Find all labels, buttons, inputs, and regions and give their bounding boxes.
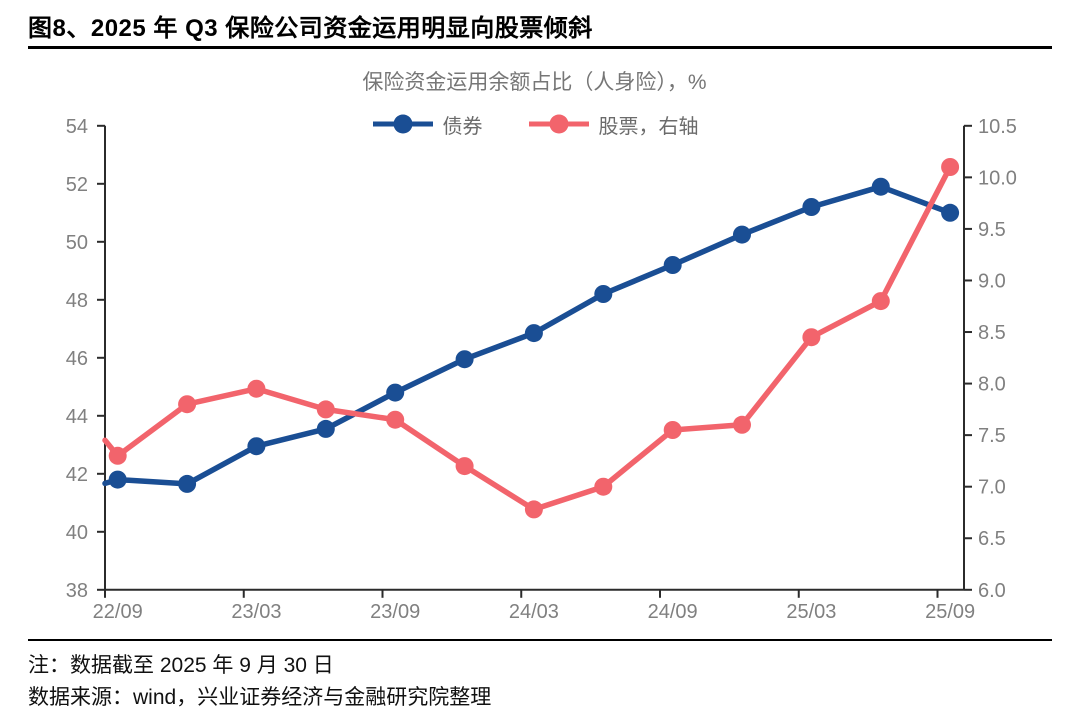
note-text: 注：数据截至 2025 年 9 月 30 日 xyxy=(28,654,334,677)
series-line-0 xyxy=(102,183,953,487)
right-axis-label: 9.0 xyxy=(978,270,1006,292)
series-marker-1 xyxy=(871,292,890,311)
right-axis-label: 8.5 xyxy=(978,322,1006,344)
series-marker-0 xyxy=(178,474,197,493)
legend-dot xyxy=(549,114,568,134)
source-text: 数据来源：wind，兴业证券经济与金融研究院整理 xyxy=(28,686,492,709)
series-marker-1 xyxy=(594,477,613,496)
right-axis-label: 6.0 xyxy=(978,580,1006,602)
title-divider xyxy=(28,46,1052,49)
series-marker-1 xyxy=(802,328,821,347)
series-marker-0 xyxy=(524,324,543,343)
series-marker-1 xyxy=(455,457,474,476)
series-marker-0 xyxy=(455,350,474,369)
right-axis-label: 7.0 xyxy=(978,477,1006,499)
series-marker-1 xyxy=(316,400,335,419)
x-axis-label: 22/09 xyxy=(93,601,143,623)
x-axis-label: 23/09 xyxy=(370,601,420,623)
series-marker-0 xyxy=(941,203,960,222)
series-marker-0 xyxy=(108,470,127,489)
series-marker-1 xyxy=(247,379,266,398)
left-axis-label: 54 xyxy=(66,116,88,138)
chart-legend: 债券 股票，右轴 xyxy=(105,108,964,140)
x-axis-label: 24/09 xyxy=(648,601,698,623)
right-axis-label: 7.5 xyxy=(978,425,1006,447)
left-axis-label: 48 xyxy=(66,290,88,312)
series-marker-1 xyxy=(178,395,197,414)
chart-title: 保险资金运用余额占比（人身险），% xyxy=(362,71,707,94)
legend-label: 股票，右轴 xyxy=(598,115,699,138)
x-axis-label: 25/03 xyxy=(786,601,836,623)
left-axis-label: 46 xyxy=(66,348,88,370)
series-marker-1 xyxy=(386,410,405,429)
series-marker-0 xyxy=(594,285,613,303)
right-axis-label: 6.5 xyxy=(978,528,1006,550)
right-axis-label: 10.5 xyxy=(978,116,1017,138)
series-marker-1 xyxy=(663,421,682,439)
series-marker-0 xyxy=(871,177,890,196)
series-marker-1 xyxy=(733,415,751,434)
legend-item: 股票，右轴 xyxy=(527,110,699,139)
series-line-1 xyxy=(102,164,953,513)
x-axis-label: 24/03 xyxy=(509,601,559,623)
left-axis-label: 50 xyxy=(66,232,88,254)
x-axis-label: 23/03 xyxy=(231,601,281,623)
right-axis-label: 8.0 xyxy=(978,374,1006,396)
footer-divider xyxy=(28,639,1052,641)
x-axis-label: 25/09 xyxy=(925,601,975,623)
series-marker-0 xyxy=(247,437,266,456)
series-marker-0 xyxy=(802,198,821,216)
series-marker-0 xyxy=(663,256,682,274)
series-marker-0 xyxy=(386,383,405,402)
legend-label: 债券 xyxy=(442,115,483,138)
legend-marker-icon xyxy=(528,114,589,134)
series-marker-1 xyxy=(941,158,960,176)
legend-marker-icon xyxy=(372,114,433,134)
series-marker-1 xyxy=(524,500,543,519)
series-marker-1 xyxy=(108,446,127,465)
legend-item: 债券 xyxy=(371,110,483,139)
left-axis-label: 38 xyxy=(66,580,88,602)
figure-title: 图8、2025 年 Q3 保险公司资金运用明显向股票倾斜 xyxy=(28,15,593,42)
left-axis-label: 42 xyxy=(66,464,88,486)
left-axis-label: 44 xyxy=(66,406,88,428)
series-marker-0 xyxy=(316,419,335,438)
legend-dot xyxy=(393,114,412,134)
right-axis-label: 10.0 xyxy=(978,167,1017,189)
left-axis-label: 52 xyxy=(66,174,88,196)
right-axis-label: 9.5 xyxy=(978,219,1006,241)
series-marker-0 xyxy=(733,225,751,244)
left-axis-label: 40 xyxy=(66,522,88,544)
